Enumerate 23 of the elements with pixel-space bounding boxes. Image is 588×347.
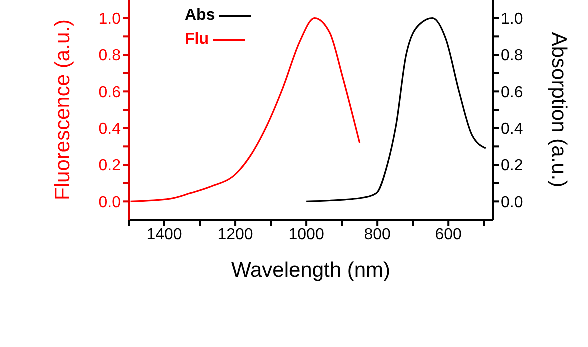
y2-axis-title: Absorption (a.u.) [548, 32, 571, 188]
x-tick-label: 800 [364, 226, 392, 244]
y-axis-title: Fluorescence (a.u.) [51, 20, 74, 200]
x-tick-label: 600 [435, 226, 462, 244]
y-tick-label: 0.4 [98, 121, 122, 138]
x-tick-label: 1400 [146, 226, 182, 244]
y-tick-label: 0.6 [98, 84, 122, 102]
x-tick-label: 1000 [288, 226, 324, 244]
y-tick-label: 0.8 [98, 48, 122, 65]
x-tick-label: 1200 [218, 226, 254, 244]
y2-tick-label: 0.4 [501, 121, 524, 138]
y2-tick-label: 0.2 [501, 158, 524, 175]
y2-tick-label: 0.6 [501, 84, 524, 102]
y-tick-label: 1.0 [98, 11, 122, 28]
y2-tick-label: 0.0 [501, 194, 524, 212]
legend-label: Abs [185, 7, 216, 25]
legend-label: Flu [185, 31, 209, 49]
line-series [306, 18, 487, 202]
y2-tick-label: 0.8 [501, 48, 524, 65]
y-tick-label: 0.2 [98, 158, 122, 175]
y2-tick-label: 1.0 [501, 11, 524, 28]
y-tick-label: 0.0 [98, 194, 122, 212]
x-axis-title: Wavelength (nm) [231, 259, 391, 282]
